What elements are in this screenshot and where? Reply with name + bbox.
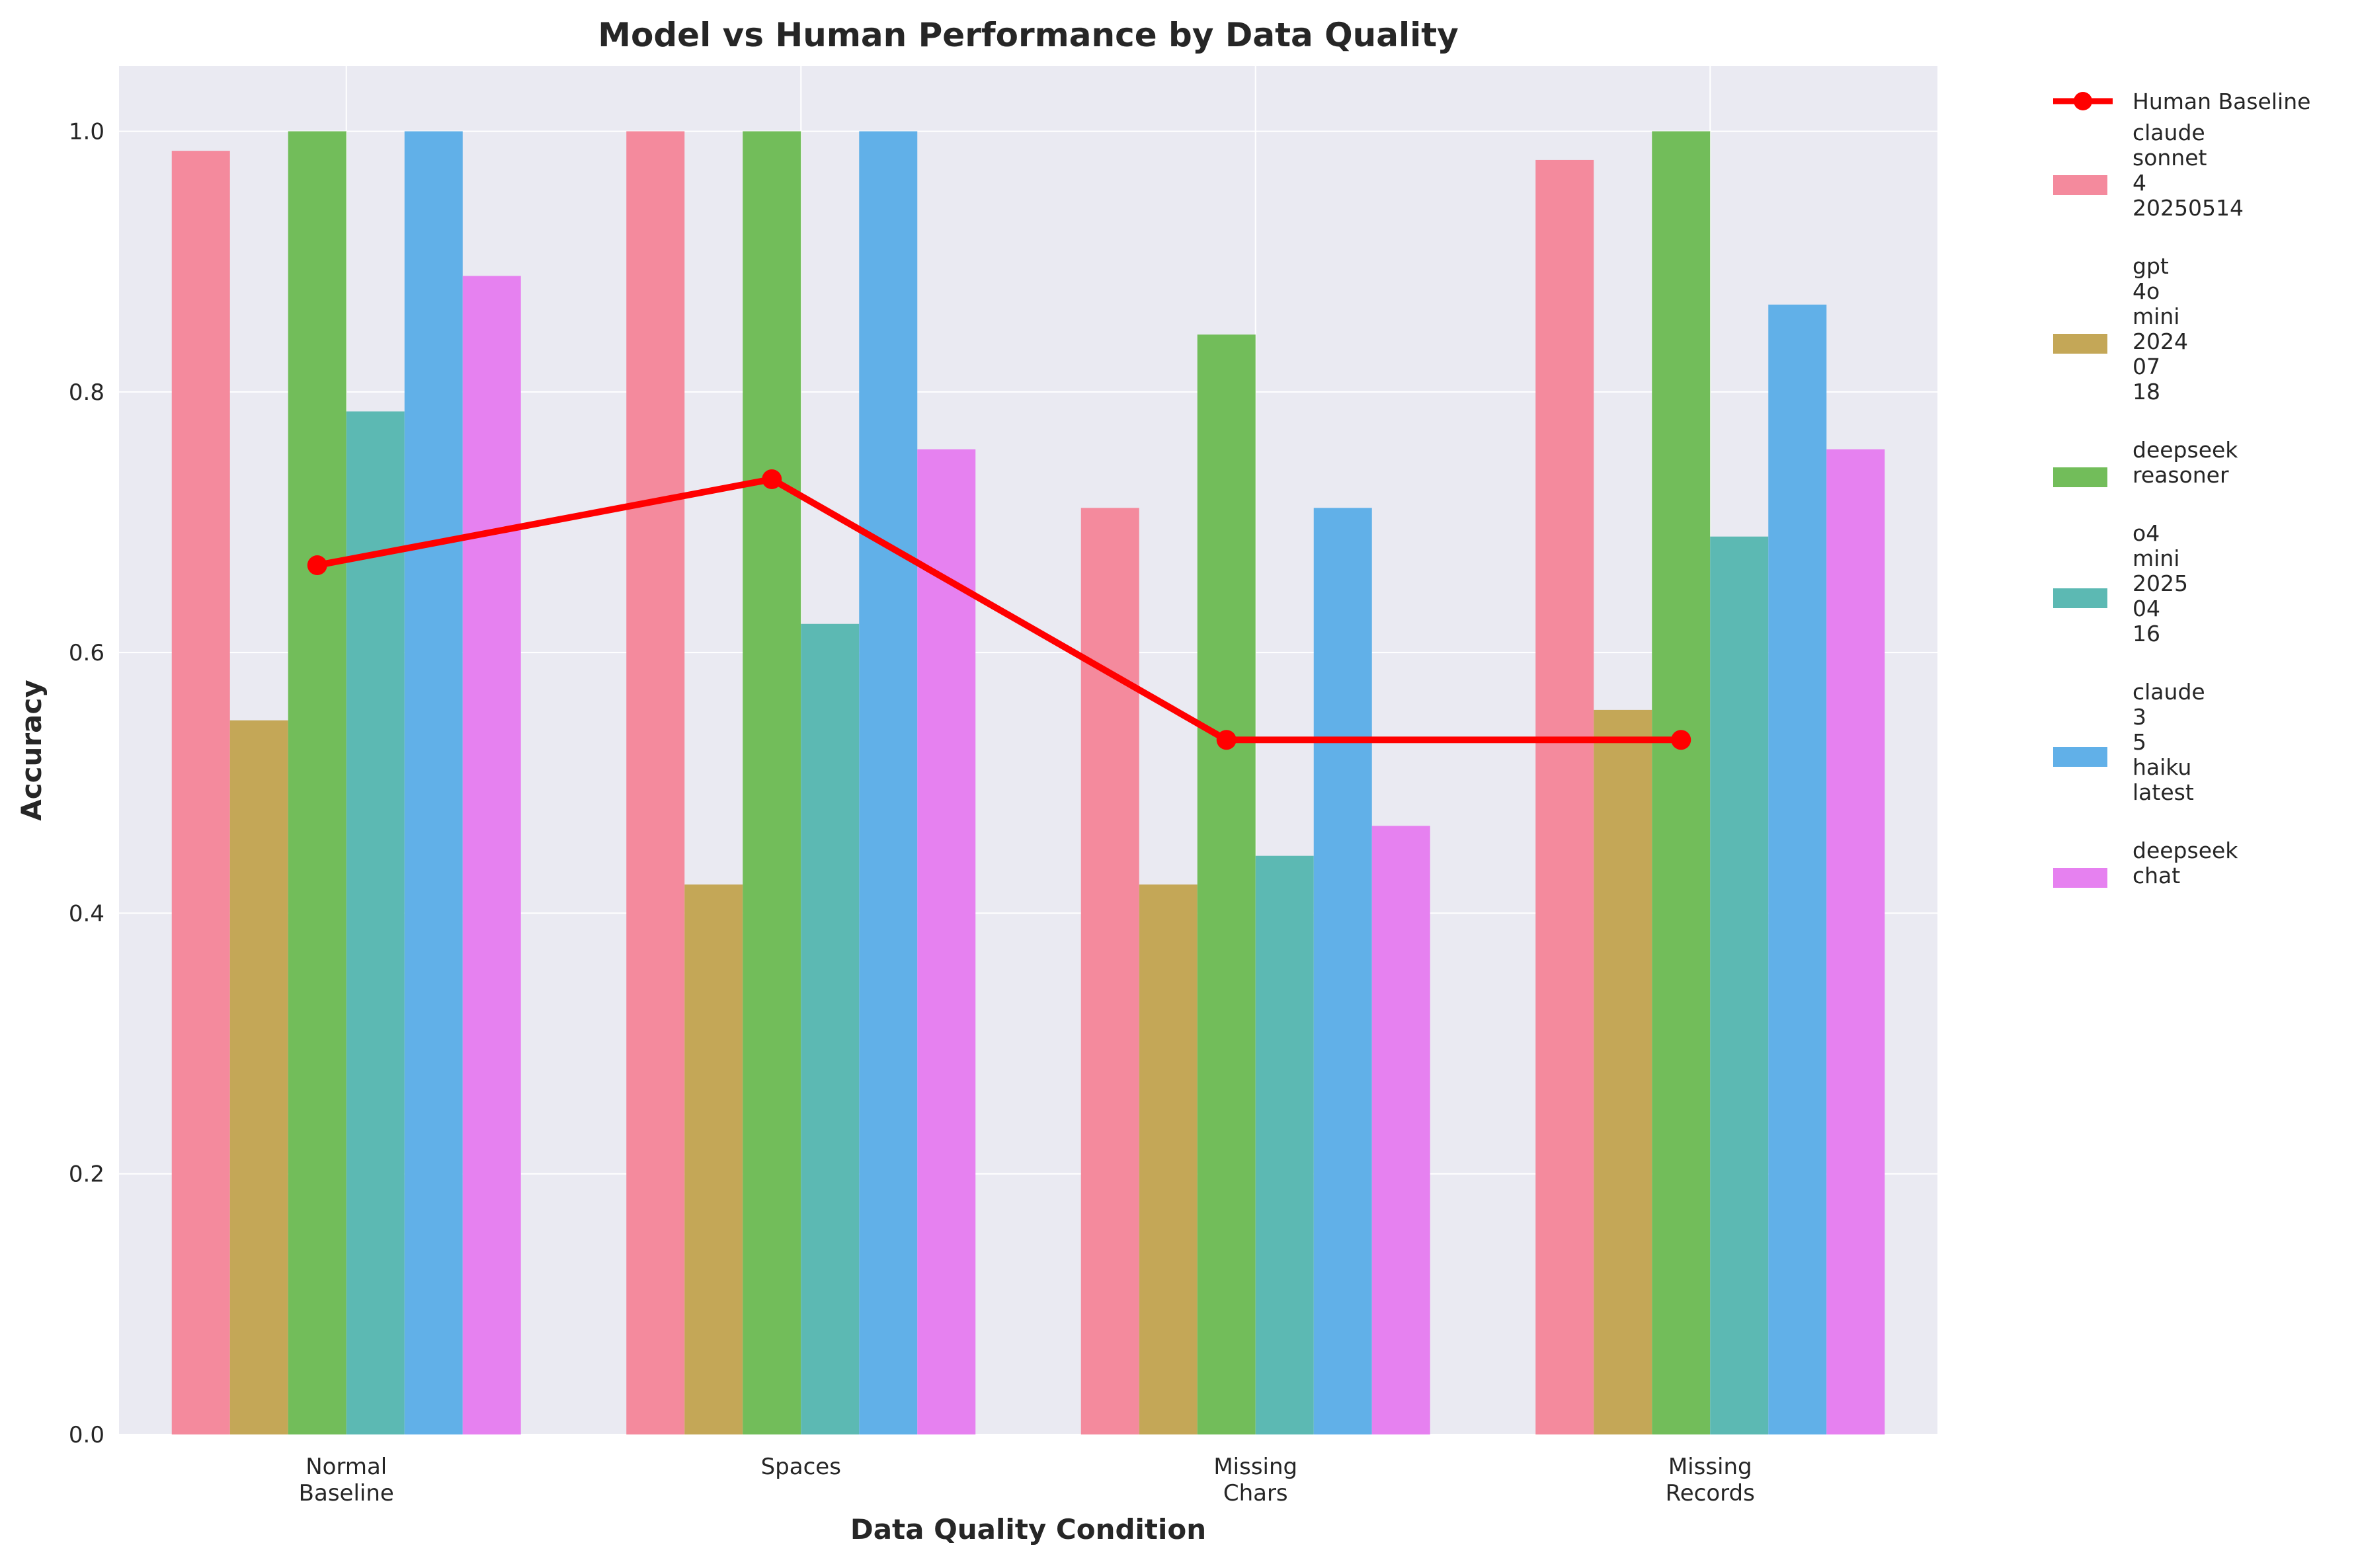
bars bbox=[171, 131, 1885, 1435]
bar bbox=[288, 131, 346, 1435]
bar bbox=[1535, 159, 1594, 1434]
bar bbox=[1371, 826, 1430, 1434]
y-tick-label: 0.2 bbox=[69, 1161, 104, 1188]
legend-label: gpt 4o mini 2024 07 18 bbox=[2133, 253, 2188, 405]
legend-swatch bbox=[2053, 747, 2107, 767]
y-axis-label: Accuracy bbox=[15, 680, 48, 821]
bar bbox=[229, 720, 288, 1434]
bar bbox=[1826, 449, 1885, 1434]
bar bbox=[1139, 884, 1198, 1434]
legend: Human Baseline claude sonnet 4 20250514 gpt 4o… bbox=[2053, 89, 2310, 888]
bar bbox=[1080, 508, 1139, 1435]
bar bbox=[404, 131, 463, 1435]
y-tick-label: 0.0 bbox=[69, 1422, 104, 1448]
bar bbox=[462, 276, 521, 1434]
human-baseline-polyline bbox=[316, 475, 1682, 744]
legend-swatch bbox=[2053, 588, 2107, 608]
bar bbox=[346, 411, 405, 1434]
legend-label: deepseek reasoner bbox=[2133, 437, 2238, 488]
human-baseline-marker bbox=[762, 469, 782, 489]
bar bbox=[743, 131, 801, 1435]
legend-swatch bbox=[2053, 175, 2107, 195]
y-tick-label: 0.4 bbox=[69, 900, 104, 927]
bar bbox=[1313, 508, 1372, 1435]
legend-label: deepseek chat bbox=[2133, 838, 2238, 888]
x-tick-label: Spaces bbox=[761, 1454, 841, 1480]
legend-human-marker bbox=[2074, 92, 2092, 110]
bar bbox=[917, 449, 976, 1434]
x-axis-ticks: Normal Baseline Spaces Missing Chars Missing R… bbox=[299, 1454, 1755, 1507]
legend-swatch bbox=[2053, 467, 2107, 487]
human-baseline-marker bbox=[307, 555, 327, 576]
bar bbox=[1594, 709, 1652, 1434]
bar bbox=[171, 151, 230, 1435]
x-tick-label: Missing Records bbox=[1666, 1454, 1755, 1507]
human-baseline-marker bbox=[1216, 730, 1237, 750]
bar bbox=[1652, 131, 1711, 1435]
bar bbox=[626, 131, 685, 1435]
y-tick-label: 0.8 bbox=[69, 379, 104, 406]
human-baseline-marker bbox=[1671, 730, 1691, 750]
y-tick-label: 0.6 bbox=[69, 640, 104, 666]
legend-label: Human Baseline bbox=[2133, 89, 2310, 114]
legend-label: o4 mini 2025 04 16 bbox=[2133, 520, 2188, 647]
y-tick-label: 1.0 bbox=[69, 119, 104, 145]
human-baseline-line bbox=[307, 469, 1691, 750]
legend-swatch bbox=[2053, 334, 2107, 354]
legend-label: claude 3 5 haiku latest bbox=[2133, 679, 2205, 805]
chart-title: Model vs Human Performance by Data Quali… bbox=[598, 16, 1458, 54]
bar bbox=[1768, 304, 1827, 1434]
bar bbox=[684, 884, 743, 1434]
legend-label: claude sonnet 4 20250514 bbox=[2133, 120, 2244, 221]
x-tick-label: Missing Chars bbox=[1213, 1454, 1297, 1507]
bar bbox=[1197, 334, 1256, 1435]
legend-swatch bbox=[2053, 868, 2107, 888]
bar bbox=[801, 623, 860, 1434]
x-tick-label: Normal Baseline bbox=[299, 1454, 394, 1507]
x-axis-label: Data Quality Condition bbox=[850, 1513, 1206, 1546]
y-axis-ticks: 0.0 0.2 0.4 0.6 0.8 1.0 bbox=[69, 119, 104, 1448]
bar bbox=[1255, 855, 1314, 1434]
bar bbox=[1710, 536, 1769, 1434]
bar bbox=[859, 131, 918, 1435]
